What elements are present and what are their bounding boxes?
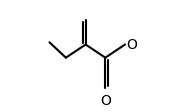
Text: O: O xyxy=(127,38,138,52)
Text: O: O xyxy=(100,94,111,108)
